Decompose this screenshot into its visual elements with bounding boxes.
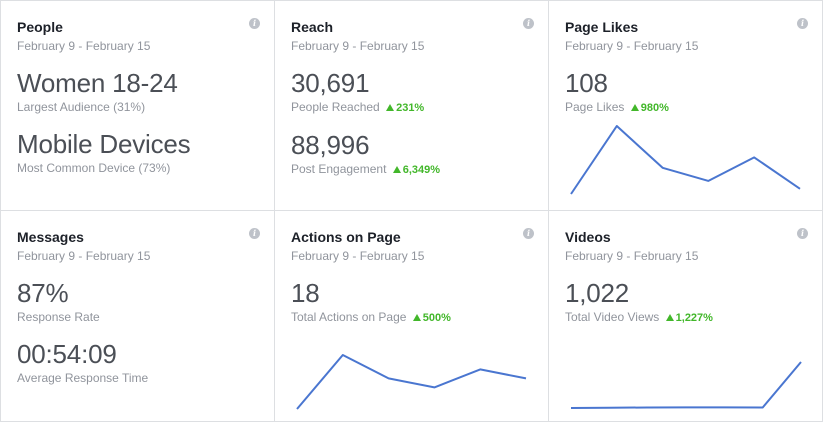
metric-label: Largest Audience (31%) <box>17 100 146 114</box>
metric-label: Total Video Views <box>565 310 660 324</box>
delta-badge: 980% <box>630 102 669 114</box>
page-likes-card[interactable]: Page Likes February 9 - February 15 i 10… <box>549 1 822 211</box>
sparkline-svg <box>296 354 527 410</box>
up-triangle-icon <box>392 166 401 173</box>
delta-value: 500% <box>422 312 451 324</box>
card-title: People <box>17 19 63 35</box>
metric: Mobile Devices Most Common Device (73%) <box>17 129 258 176</box>
delta-badge: 6,349% <box>392 164 441 176</box>
card-title: Videos <box>565 229 611 245</box>
sparkline <box>295 353 528 411</box>
videos-card[interactable]: Videos February 9 - February 15 i 1,022 … <box>549 211 822 421</box>
metric-label: Most Common Device (73%) <box>17 161 171 175</box>
metric: Women 18-24 Largest Audience (31%) <box>17 68 258 115</box>
delta-badge: 231% <box>386 102 424 114</box>
metric-value: Mobile Devices <box>17 129 191 159</box>
metric-label: Post Engagement <box>291 162 387 176</box>
sparkline-series <box>570 361 802 409</box>
card-date: February 9 - February 15 <box>565 249 699 263</box>
info-icon[interactable]: i <box>523 228 534 239</box>
info-icon[interactable]: i <box>797 18 808 29</box>
metric-label: Response Rate <box>17 310 100 324</box>
info-icon[interactable]: i <box>249 18 260 29</box>
sparkline-series <box>296 354 527 410</box>
delta-badge: 1,227% <box>665 312 713 324</box>
metric-value: 30,691 <box>291 68 370 98</box>
card-title: Actions on Page <box>291 229 401 245</box>
metric-value: 18 <box>291 278 320 308</box>
metric-value: Women 18-24 <box>17 68 178 98</box>
info-icon[interactable]: i <box>523 18 534 29</box>
up-triangle-icon <box>386 104 395 111</box>
people-card[interactable]: People February 9 - February 15 i Women … <box>1 1 275 211</box>
metric-line: Post Engagement 6,349% <box>291 161 532 178</box>
info-icon[interactable]: i <box>797 228 808 239</box>
sparkline <box>569 124 802 196</box>
metric: 1,022 Total Video Views 1,227% <box>565 278 806 326</box>
card-date: February 9 - February 15 <box>17 249 151 263</box>
delta-value: 6,349% <box>402 164 441 176</box>
card-date: February 9 - February 15 <box>291 39 425 53</box>
metric: 88,996 Post Engagement 6,349% <box>291 130 532 178</box>
actions-on-page-card[interactable]: Actions on Page February 9 - February 15… <box>275 211 549 421</box>
messages-card[interactable]: Messages February 9 - February 15 i 87% … <box>1 211 275 421</box>
card-title: Page Likes <box>565 19 639 35</box>
metric-value: 88,996 <box>291 130 370 160</box>
up-triangle-icon <box>630 104 639 111</box>
metric-line: Total Video Views 1,227% <box>565 309 806 326</box>
metric-label: Page Likes <box>565 100 625 114</box>
metric-line: People Reached 231% <box>291 99 532 116</box>
metric-value: 108 <box>565 68 608 98</box>
sparkline-series <box>570 125 801 195</box>
metric-line: Page Likes 980% <box>565 99 806 116</box>
delta-value: 980% <box>640 102 669 114</box>
delta-badge: 500% <box>412 312 451 324</box>
card-date: February 9 - February 15 <box>565 39 699 53</box>
metric-line: Total Actions on Page 500% <box>291 309 532 326</box>
card-title: Messages <box>17 229 84 245</box>
card-title: Reach <box>291 19 334 35</box>
metric-value: 1,022 <box>565 278 630 308</box>
info-icon[interactable]: i <box>249 228 260 239</box>
metric: 18 Total Actions on Page 500% <box>291 278 532 326</box>
delta-value: 231% <box>396 102 425 114</box>
metric: 108 Page Likes 980% <box>565 68 806 116</box>
metric-label: Total Actions on Page <box>291 310 407 324</box>
sparkline-svg <box>570 361 802 409</box>
card-date: February 9 - February 15 <box>17 39 151 53</box>
metric-value: 00:54:09 <box>17 339 117 369</box>
metric: 30,691 People Reached 231% <box>291 68 532 116</box>
sparkline-svg <box>570 125 801 195</box>
metric: 00:54:09 Average Response Time <box>17 339 258 386</box>
up-triangle-icon <box>412 314 421 321</box>
reach-card[interactable]: Reach February 9 - February 15 i 30,691 … <box>275 1 549 211</box>
up-triangle-icon <box>665 314 674 321</box>
metric: 87% Response Rate <box>17 278 258 325</box>
metric-value: 87% <box>17 278 69 308</box>
metric-label: Average Response Time <box>17 371 149 385</box>
card-date: February 9 - February 15 <box>291 249 425 263</box>
sparkline <box>569 360 803 410</box>
metric-label: People Reached <box>291 100 380 114</box>
delta-value: 1,227% <box>675 312 713 324</box>
